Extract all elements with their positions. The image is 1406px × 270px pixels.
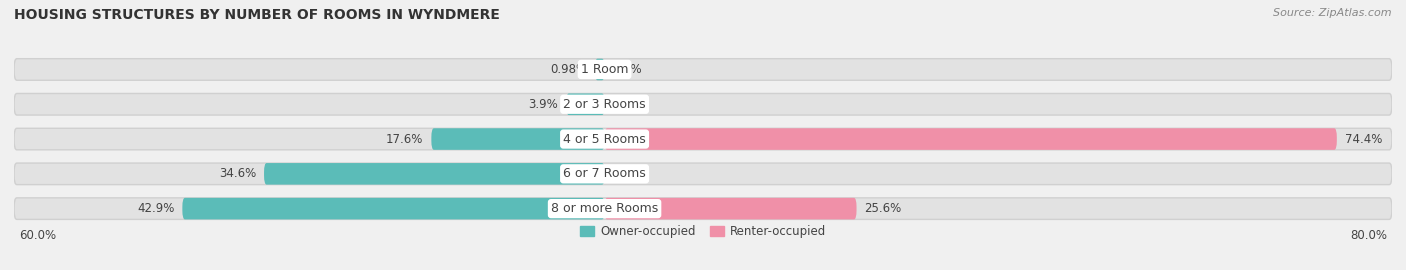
FancyBboxPatch shape — [605, 128, 1337, 150]
Text: 0.98%: 0.98% — [550, 63, 588, 76]
FancyBboxPatch shape — [14, 59, 1392, 80]
Text: 3.9%: 3.9% — [529, 98, 558, 111]
Text: 0.0%: 0.0% — [613, 167, 643, 180]
FancyBboxPatch shape — [605, 198, 856, 220]
FancyBboxPatch shape — [595, 59, 605, 80]
Text: 34.6%: 34.6% — [219, 167, 256, 180]
Text: 80.0%: 80.0% — [1350, 229, 1386, 242]
Text: 1 Room: 1 Room — [581, 63, 628, 76]
Text: 0.0%: 0.0% — [613, 98, 643, 111]
Text: 2 or 3 Rooms: 2 or 3 Rooms — [564, 98, 645, 111]
Text: 74.4%: 74.4% — [1344, 133, 1382, 146]
FancyBboxPatch shape — [567, 93, 605, 115]
Text: 8 or more Rooms: 8 or more Rooms — [551, 202, 658, 215]
FancyBboxPatch shape — [14, 128, 1392, 150]
Text: 6 or 7 Rooms: 6 or 7 Rooms — [564, 167, 645, 180]
FancyBboxPatch shape — [264, 163, 605, 185]
Text: 25.6%: 25.6% — [865, 202, 901, 215]
FancyBboxPatch shape — [14, 163, 1392, 185]
FancyBboxPatch shape — [432, 128, 605, 150]
Text: 42.9%: 42.9% — [138, 202, 174, 215]
Text: Source: ZipAtlas.com: Source: ZipAtlas.com — [1274, 8, 1392, 18]
FancyBboxPatch shape — [14, 198, 1392, 220]
Text: HOUSING STRUCTURES BY NUMBER OF ROOMS IN WYNDMERE: HOUSING STRUCTURES BY NUMBER OF ROOMS IN… — [14, 8, 501, 22]
FancyBboxPatch shape — [183, 198, 605, 220]
Text: 4 or 5 Rooms: 4 or 5 Rooms — [564, 133, 645, 146]
Text: 60.0%: 60.0% — [18, 229, 56, 242]
Legend: Owner-occupied, Renter-occupied: Owner-occupied, Renter-occupied — [579, 225, 827, 238]
Text: 0.0%: 0.0% — [613, 63, 643, 76]
FancyBboxPatch shape — [14, 93, 1392, 115]
Text: 17.6%: 17.6% — [387, 133, 423, 146]
